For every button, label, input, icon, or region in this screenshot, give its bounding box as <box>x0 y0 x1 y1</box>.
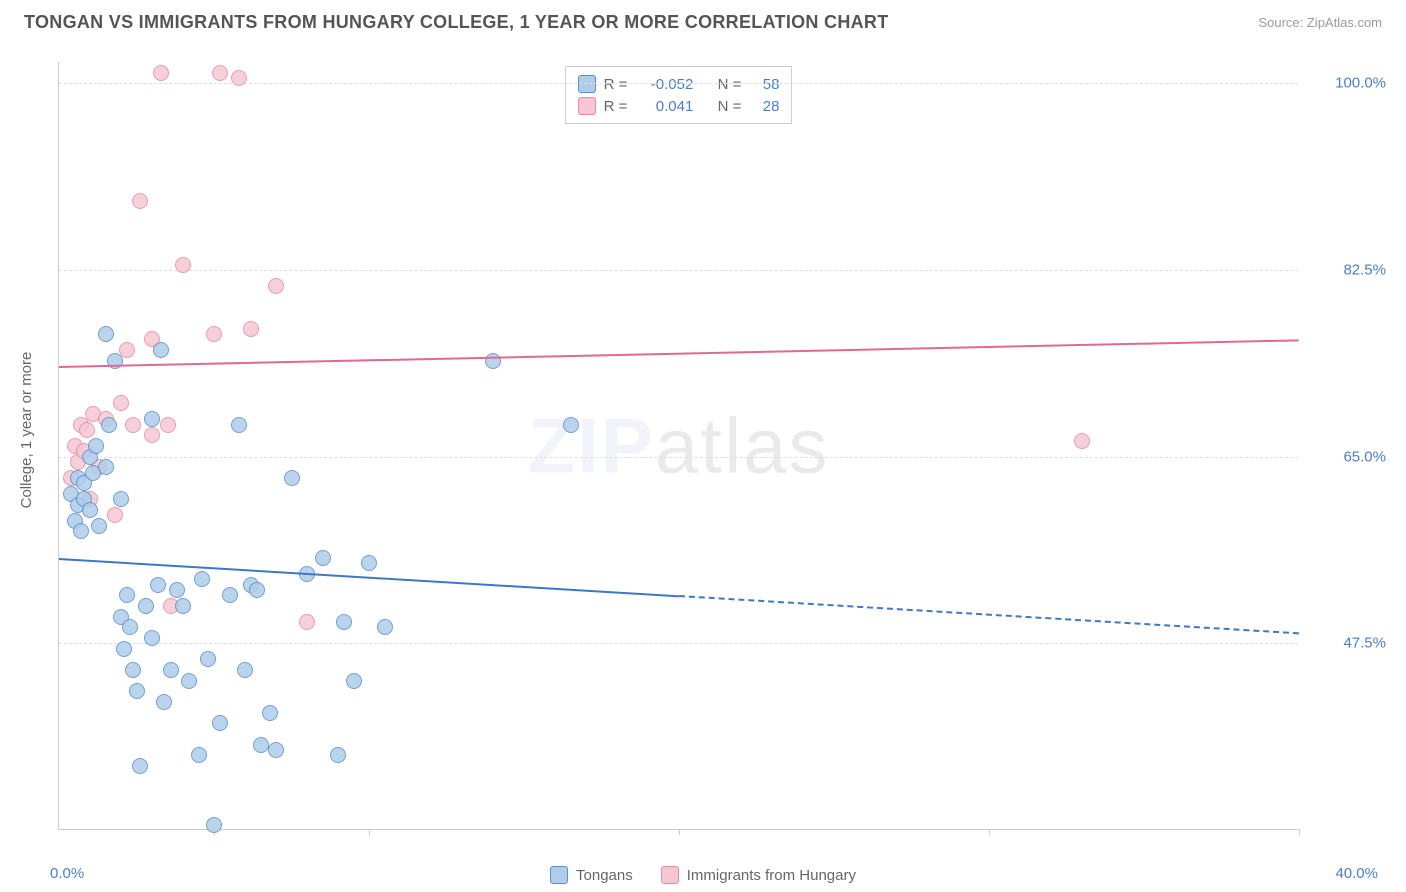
scatter-point-tongan <box>125 662 141 678</box>
y-tick-label: 82.5% <box>1306 262 1386 279</box>
scatter-point-hungary <box>125 417 141 433</box>
x-axis-max-label: 40.0% <box>1335 865 1378 882</box>
swatch-tongan-legend <box>550 866 568 884</box>
scatter-point-tongan <box>237 662 253 678</box>
scatter-point-hungary <box>144 427 160 443</box>
scatter-point-hungary <box>113 395 129 411</box>
gridline <box>59 83 1298 84</box>
scatter-point-tongan <box>231 417 247 433</box>
scatter-point-tongan <box>262 705 278 721</box>
gridline <box>59 457 1298 458</box>
scatter-point-tongan <box>91 518 107 534</box>
scatter-point-tongan <box>315 550 331 566</box>
chart-legend: Tongans Immigrants from Hungary <box>550 866 856 884</box>
swatch-hungary <box>578 97 596 115</box>
scatter-point-tongan <box>169 582 185 598</box>
scatter-point-hungary <box>79 422 95 438</box>
scatter-point-tongan <box>150 577 166 593</box>
chart-title: TONGAN VS IMMIGRANTS FROM HUNGARY COLLEG… <box>24 12 889 33</box>
scatter-point-tongan <box>181 673 197 689</box>
legend-item-hungary: Immigrants from Hungary <box>661 866 856 884</box>
scatter-point-hungary <box>212 65 228 81</box>
scatter-point-tongan <box>122 619 138 635</box>
scatter-point-hungary <box>1074 433 1090 449</box>
scatter-point-tongan <box>119 587 135 603</box>
scatter-point-hungary <box>243 321 259 337</box>
scatter-point-tongan <box>346 673 362 689</box>
scatter-point-tongan <box>144 630 160 646</box>
legend-item-tongan: Tongans <box>550 866 633 884</box>
scatter-point-tongan <box>206 817 222 833</box>
scatter-point-hungary <box>268 278 284 294</box>
scatter-point-tongan <box>132 758 148 774</box>
scatter-point-tongan <box>222 587 238 603</box>
scatter-point-tongan <box>153 342 169 358</box>
trend-line <box>59 339 1299 368</box>
scatter-point-tongan <box>88 438 104 454</box>
trend-line <box>679 595 1299 634</box>
scatter-point-tongan <box>212 715 228 731</box>
stats-row-hungary: R = 0.041 N = 28 <box>578 95 780 117</box>
scatter-point-hungary <box>160 417 176 433</box>
x-axis-min-label: 0.0% <box>50 865 84 882</box>
correlation-stats-box: R = -0.052 N = 58 R = 0.041 N = 28 <box>565 66 793 124</box>
scatter-point-tongan <box>82 502 98 518</box>
swatch-hungary-legend <box>661 866 679 884</box>
x-tick <box>679 829 680 835</box>
legend-label-tongan: Tongans <box>576 867 633 884</box>
scatter-point-tongan <box>253 737 269 753</box>
scatter-point-tongan <box>175 598 191 614</box>
scatter-point-hungary <box>132 193 148 209</box>
scatter-point-tongan <box>138 598 154 614</box>
x-tick <box>369 829 370 835</box>
legend-label-hungary: Immigrants from Hungary <box>687 867 856 884</box>
scatter-point-tongan <box>284 470 300 486</box>
scatter-point-tongan <box>191 747 207 763</box>
scatter-point-tongan <box>563 417 579 433</box>
scatter-point-tongan <box>330 747 346 763</box>
scatter-point-tongan <box>113 491 129 507</box>
scatter-point-tongan <box>98 459 114 475</box>
gridline <box>59 270 1298 271</box>
x-tick <box>1299 829 1300 835</box>
scatter-point-tongan <box>98 326 114 342</box>
y-tick-label: 100.0% <box>1306 75 1386 92</box>
scatter-point-tongan <box>194 571 210 587</box>
scatter-point-tongan <box>129 683 145 699</box>
y-tick-label: 47.5% <box>1306 635 1386 652</box>
scatter-point-hungary <box>206 326 222 342</box>
scatter-point-tongan <box>268 742 284 758</box>
y-tick-label: 65.0% <box>1306 448 1386 465</box>
scatter-point-tongan <box>144 411 160 427</box>
watermark: ZIPatlas <box>527 400 829 491</box>
scatter-point-tongan <box>101 417 117 433</box>
scatter-point-hungary <box>175 257 191 273</box>
scatter-point-tongan <box>485 353 501 369</box>
x-tick <box>989 829 990 835</box>
y-axis-label: College, 1 year or more <box>18 352 35 509</box>
scatter-point-hungary <box>153 65 169 81</box>
scatter-point-tongan <box>377 619 393 635</box>
scatter-point-hungary <box>107 507 123 523</box>
scatter-point-tongan <box>336 614 352 630</box>
scatter-point-tongan <box>361 555 377 571</box>
source-attribution: Source: ZipAtlas.com <box>1258 15 1382 30</box>
scatter-point-tongan <box>116 641 132 657</box>
scatter-point-tongan <box>200 651 216 667</box>
scatter-chart: ZIPatlas R = -0.052 N = 58 R = 0.041 N =… <box>58 62 1298 830</box>
scatter-point-tongan <box>163 662 179 678</box>
scatter-point-tongan <box>73 523 89 539</box>
scatter-point-tongan <box>156 694 172 710</box>
scatter-point-tongan <box>249 582 265 598</box>
gridline <box>59 643 1298 644</box>
scatter-point-hungary <box>231 70 247 86</box>
scatter-point-hungary <box>299 614 315 630</box>
